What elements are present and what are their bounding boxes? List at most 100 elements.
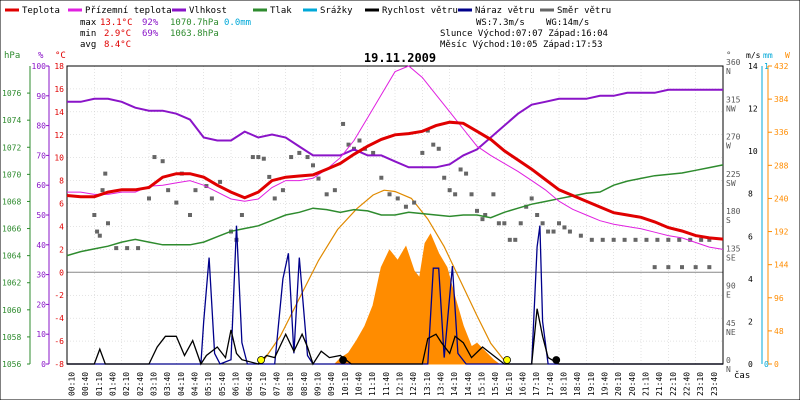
direction-point [540,221,545,226]
direction-tick-deg: 270 [726,133,741,142]
direction-point [513,237,518,242]
temperature-tick: 6 [59,200,64,209]
temperature-tick: 2 [59,245,64,254]
direction-point [297,150,302,155]
direction-point [496,221,501,226]
humidity-tick: 100 [32,62,47,71]
direction-point [256,155,261,160]
pressure-tick: 1056 [2,360,21,369]
direction-point [324,192,329,197]
solar-tick: 0 [774,360,779,369]
direction-point [707,237,712,242]
direction-point [693,265,698,270]
direction-point [436,146,441,151]
direction-tick-dir: NW [726,104,736,113]
legend-label-1: Přízemní teplota [85,6,172,16]
direction-point [160,159,165,164]
x-tick-label: 21:10 [642,372,651,396]
direction-point [707,265,712,270]
direction-point [95,229,100,234]
direction-point [557,221,561,226]
x-tick-label: 05:10 [204,372,213,396]
direction-tick-deg: 135 [726,244,741,253]
pressure-tick: 1066 [2,225,21,234]
wind-tick: 0 [748,360,753,369]
humidity-tick: 0 [41,360,46,369]
temperature-tick: 4 [59,222,64,231]
x-tick-label: 18:10 [560,372,569,396]
x-axis-label: čas [734,370,750,381]
direction-point [524,204,529,209]
direction-point [420,150,425,155]
direction-point [567,229,572,234]
stats-max-label: max [80,18,97,28]
temperature-tick: -4 [54,314,64,323]
direction-point [136,246,141,251]
solar-area [333,233,501,365]
info-ws: WS:7.3m/s [476,18,525,28]
direction-point [114,246,119,251]
info-panel: WS:7.3m/s WG:14m/s Slunce Východ:07:07 Z… [440,18,608,50]
direction-point [677,237,682,242]
direction-point [152,155,157,160]
direction-tick-deg: 225 [726,170,741,179]
direction-point [688,237,693,242]
direction-point [289,155,294,160]
wind-tick: 8 [748,190,753,199]
stats-max-hum: 92% [142,18,159,28]
direction-axis-label: ° [726,51,731,61]
x-tick-label: 12:40 [409,372,418,396]
direction-point [652,265,657,270]
humidity-axis-label: % [38,51,44,61]
x-tick-label: 21:40 [655,372,664,396]
x-tick-label: 17:10 [532,372,541,396]
direction-point [239,213,244,217]
direction-point [491,192,496,197]
x-tick-label: 09:10 [314,372,323,396]
temperature-tick: 18 [54,62,64,71]
direction-point [332,188,337,193]
direction-point [633,237,638,242]
wind-tick: 2 [748,317,753,326]
wind-tick: 12 [748,105,758,114]
stats-avg-temp: 8.4°C [104,40,131,50]
x-tick-label: 18:40 [573,372,582,396]
direction-point [518,221,523,226]
wind-tick: 6 [748,232,753,241]
direction-point [193,188,198,193]
temperature-tick: 16 [54,85,64,94]
humidity-tick: 20 [36,300,46,309]
direction-tick-deg: 0 [726,356,731,365]
temperature-tick: 10 [54,154,64,163]
direction-point [147,196,151,201]
x-tick-label: 13:40 [437,372,446,396]
x-tick-label: 23:10 [696,372,705,396]
direction-point [166,188,171,193]
direction-point [188,213,192,217]
direction-point [589,237,594,242]
x-tick-label: 04:40 [191,372,200,396]
direction-point [379,175,384,180]
axes: hPa% °C1056105810601062106410661068107010… [2,51,790,396]
humidity-tick: 30 [36,271,46,280]
x-tick-label: 01:40 [109,372,118,396]
direction-tick-dir: N [726,67,731,76]
solar-tick: 240 [774,194,789,203]
x-tick-label: 15:40 [491,372,500,396]
legend-label-4: Srážky [320,6,353,16]
pressure-tick: 1070 [2,170,21,179]
direction-point [464,171,469,176]
solar-tick: 48 [774,327,784,336]
marker-sunrise [257,356,265,364]
direction-point [341,121,346,126]
solar-tick: 336 [774,128,789,137]
humidity-tick: 90 [36,92,46,101]
direction-point [97,233,102,238]
direction-point [125,246,130,251]
direction-point [106,221,110,226]
humidity-tick: 50 [36,211,46,220]
direction-point [666,265,671,270]
stats-min-temp: 2.9°C [104,29,131,39]
x-tick-label: 08:10 [286,372,295,396]
